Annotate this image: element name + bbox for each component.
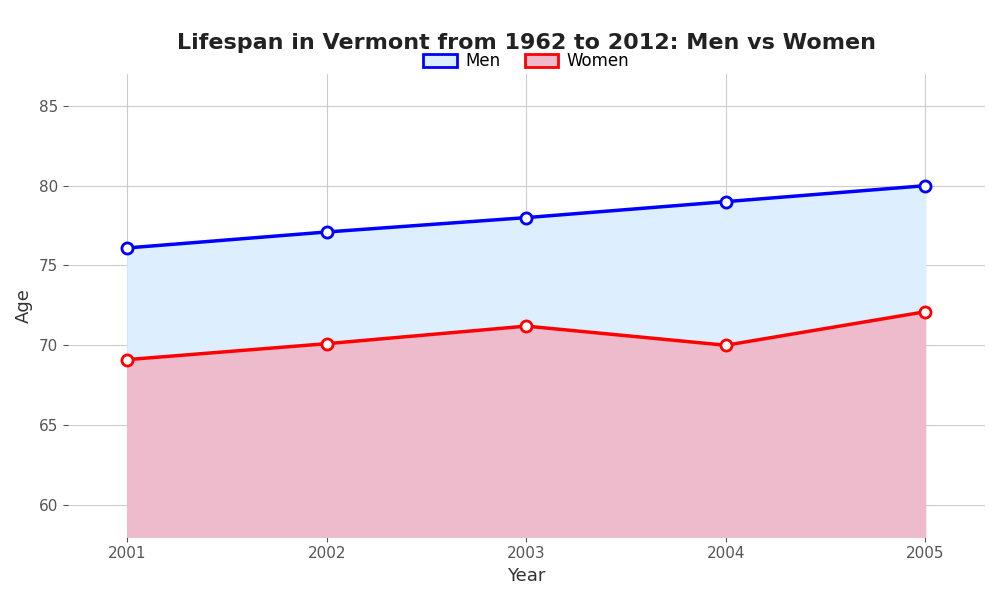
Title: Lifespan in Vermont from 1962 to 2012: Men vs Women: Lifespan in Vermont from 1962 to 2012: M… xyxy=(177,33,876,53)
X-axis label: Year: Year xyxy=(507,567,546,585)
Legend: Men, Women: Men, Women xyxy=(417,46,636,77)
Y-axis label: Age: Age xyxy=(15,288,33,323)
